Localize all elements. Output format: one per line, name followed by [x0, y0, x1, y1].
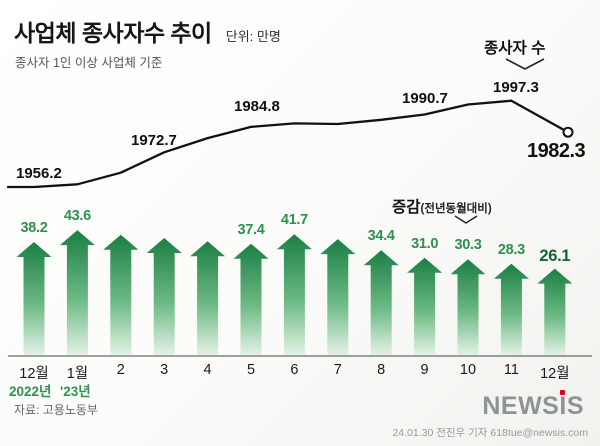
- x-axis-tick-label: 3: [160, 362, 169, 378]
- x-axis-tick-label: 12월: [540, 366, 570, 382]
- x-axis-tick-label: 11: [503, 362, 519, 378]
- bar-arrow: [320, 239, 356, 355]
- page-title: 사업체 종사자수 추이: [14, 20, 212, 46]
- employment-line: [6, 99, 570, 189]
- bar-series-label-qualifier: (전년동월대비): [420, 203, 492, 215]
- bar-arrow: [146, 238, 182, 355]
- bar-arrow: [537, 268, 573, 355]
- bar-value-label: 26.1: [539, 246, 571, 265]
- year-label-2022: 2022년: [9, 384, 52, 399]
- x-axis-tick-label: 8: [377, 362, 386, 378]
- header: 사업체 종사자수 추이 단위: 만명: [14, 14, 281, 48]
- bracket-down-icon: [505, 58, 545, 70]
- line-point-label: 1990.7: [402, 90, 448, 107]
- bar-series-label: 증감(전년동월대비): [392, 195, 492, 217]
- x-axis-tick-label: 1월: [66, 366, 89, 382]
- byline-credit: 24.01.30 전진우 기자 618tue@newsis.com: [392, 427, 588, 439]
- logo-letter-i: I: [559, 390, 567, 420]
- x-axis-tick-label: 5: [246, 362, 256, 378]
- bar-value-label: 38.2: [20, 219, 48, 236]
- bar-arrow: [16, 242, 52, 355]
- logo-text: NEWS: [482, 392, 560, 420]
- x-axis-tick-label: 4: [203, 362, 212, 378]
- bar-arrow: [59, 230, 95, 355]
- bar-value-label: 37.4: [237, 221, 265, 238]
- bar-arrow: [103, 234, 139, 355]
- bar-value-label: 28.3: [497, 241, 525, 258]
- bar-value-label: 31.0: [411, 235, 439, 252]
- x-axis-tick-label: 2: [116, 362, 125, 378]
- x-axis-tick-label: 12월: [19, 366, 49, 382]
- line-point-label: 1956.2: [16, 165, 62, 182]
- bar-arrow: [190, 241, 226, 355]
- subtitle: 종사자 1인 이상 사업체 기준: [15, 56, 163, 70]
- x-axis-tick-label: 6: [290, 362, 299, 378]
- line-endpoint-marker: [562, 126, 574, 138]
- x-axis-tick-label: 10: [459, 362, 477, 378]
- bar-value-label: 34.4: [367, 228, 395, 245]
- line-series-label: 종사자 수: [484, 40, 546, 57]
- bar-value-label: 30.3: [454, 237, 482, 254]
- bar-arrow: [233, 243, 269, 355]
- bracket-down-icon: [454, 215, 478, 224]
- bar-value-label: 43.6: [63, 208, 91, 225]
- x-axis-tick-label: 9: [420, 362, 429, 378]
- line-point-label: 1984.8: [234, 98, 280, 115]
- line-point-label: 1997.3: [493, 79, 539, 96]
- x-axis-tick-label: 7: [333, 362, 342, 378]
- source-note: 자료: 고용노동부: [14, 403, 98, 417]
- bar-arrow: [276, 234, 312, 355]
- year-label-2023: '23년: [60, 384, 91, 399]
- line-end-value-label: 1982.3: [527, 140, 586, 162]
- bar-value-label: 41.7: [280, 212, 308, 229]
- logo-red-dot-icon: [560, 390, 566, 395]
- bar-series-label-main: 증감: [392, 199, 421, 216]
- bar-arrow: [450, 259, 486, 355]
- newsis-logo: NEWS IS: [482, 390, 584, 420]
- bar-arrow: [493, 263, 529, 355]
- line-point-label: 1972.7: [131, 132, 177, 149]
- unit-label: 단위: 만명: [225, 29, 281, 44]
- bar-arrow: [407, 257, 443, 355]
- bar-arrow: [363, 250, 399, 355]
